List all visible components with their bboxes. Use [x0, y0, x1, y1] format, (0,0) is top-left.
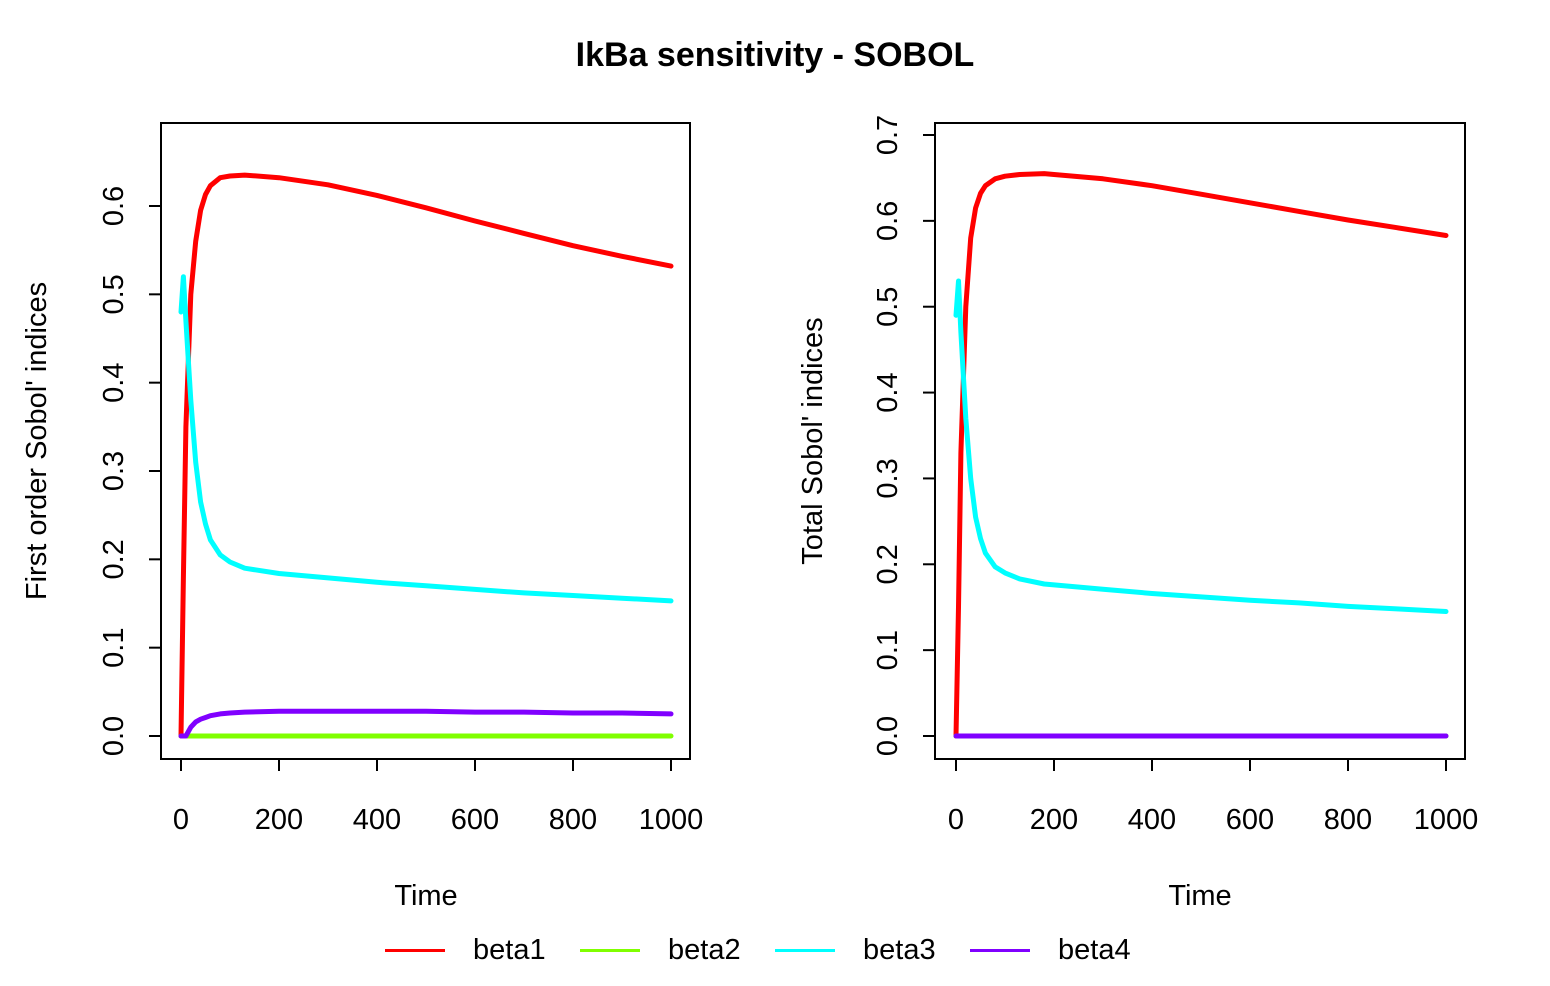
legend-swatch: [385, 948, 445, 952]
total-order-panel: 0 200 400 600 800 1000 0.0 0.1 0.2 0.3 0.4 0.5 0.6 0.…: [797, 115, 1478, 912]
x-tick-label: 800: [549, 804, 597, 836]
x-tick-label: 600: [451, 804, 499, 836]
y-tick-label: 0.3: [98, 451, 130, 491]
y-tick-label: 0.5: [98, 274, 130, 314]
plot-frame: [160, 122, 691, 760]
x-tick-label: 0: [173, 804, 189, 836]
legend-label: beta3: [863, 933, 936, 966]
legend-label: beta2: [668, 933, 741, 966]
plot-frame: [934, 122, 1466, 760]
first-order-axes: 0 200 400 600 800 1000 0.0 0.1 0.2 0.3 0.4 0.5 0.6: [98, 122, 704, 836]
x-tick-label: 400: [1128, 804, 1176, 836]
y-tick-label: 0.0: [98, 716, 130, 756]
total-order-xlabel: Time: [1168, 880, 1231, 912]
legend-label: beta1: [473, 933, 546, 966]
series-line-beta4: [178, 708, 674, 739]
first-order-panel: 0 200 400 600 800 1000 0.0 0.1 0.2 0.3 0.4 0.5 0.6 T…: [21, 122, 704, 912]
x-tick-label: 400: [353, 804, 401, 836]
y-tick-label: 0.7: [872, 115, 904, 155]
total-order-ylabel: Total Sobol' indices: [797, 317, 829, 564]
first-order-series-layer: [178, 172, 674, 739]
x-tick-label: 1000: [1414, 804, 1479, 836]
legend-swatch: [775, 948, 835, 952]
y-tick-label: 0.0: [872, 716, 904, 756]
first-order-ylabel: First order Sobol' indices: [21, 282, 53, 600]
series-line-beta1: [178, 172, 674, 739]
legend-item-beta3: beta3: [775, 934, 970, 967]
first-order-xlabel: Time: [394, 880, 457, 912]
total-order-series-layer: [953, 171, 1449, 739]
series-line-beta3: [178, 274, 674, 604]
y-tick-label: 0.4: [98, 363, 130, 403]
y-tick-label: 0.2: [872, 544, 904, 584]
y-tick-label: 0.6: [98, 186, 130, 226]
y-tick-label: 0.3: [872, 458, 904, 498]
y-tick-label: 0.1: [872, 630, 904, 670]
x-tick-label: 800: [1324, 804, 1372, 836]
y-tick-label: 0.6: [872, 201, 904, 241]
series-line-beta3: [953, 278, 1449, 614]
legend: beta1 beta2 beta3 beta4: [0, 925, 1550, 975]
x-tick-label: 200: [255, 804, 303, 836]
x-tick-label: 200: [1030, 804, 1078, 836]
legend-swatch: [970, 948, 1030, 952]
legend-swatch: [580, 948, 640, 952]
y-tick-label: 0.4: [872, 372, 904, 412]
x-tick-label: 0: [948, 804, 964, 836]
series-line-beta1: [953, 171, 1449, 739]
y-tick-label: 0.5: [872, 287, 904, 327]
page-title: IkBa sensitivity - SOBOL: [575, 36, 975, 74]
x-tick-label: 1000: [639, 804, 704, 836]
y-tick-label: 0.2: [98, 539, 130, 579]
total-order-axes: 0 200 400 600 800 1000 0.0 0.1 0.2 0.3 0.4 0.5 0.6 0.…: [872, 115, 1478, 836]
legend-item-beta4: beta4: [970, 934, 1165, 967]
x-tick-label: 600: [1226, 804, 1274, 836]
legend-item-beta1: beta1: [385, 934, 580, 967]
legend-item-beta2: beta2: [580, 934, 775, 967]
legend-label: beta4: [1058, 933, 1131, 966]
y-tick-label: 0.1: [98, 628, 130, 668]
